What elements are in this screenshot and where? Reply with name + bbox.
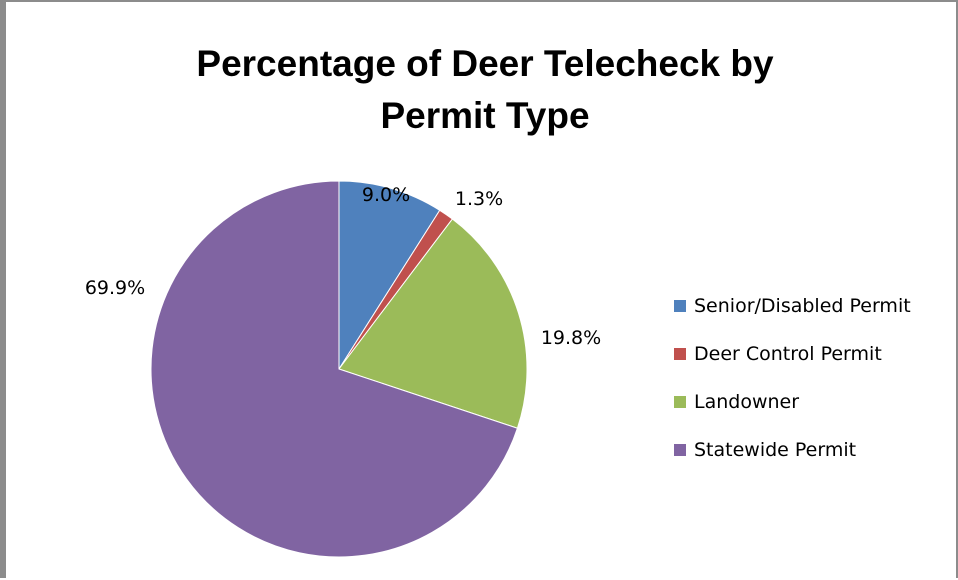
legend-swatch [674, 444, 686, 456]
data-label: 9.0% [361, 184, 411, 206]
pie-slice-senior-disabled-permit [338, 180, 441, 371]
legend-swatch [674, 300, 686, 312]
pie-slice-statewide-permit [150, 180, 519, 558]
legend-item: Deer Control Permit [674, 330, 911, 378]
legend-label: Senior/Disabled Permit [694, 295, 911, 317]
chart-title: Percentage of Deer Telecheck by Permit T… [196, 43, 774, 136]
data-label: 1.3% [454, 188, 504, 210]
legend: Senior/Disabled Permit Deer Control Permi… [674, 282, 911, 474]
legend-item: Senior/Disabled Permit [674, 282, 911, 330]
legend-label: Landowner [694, 391, 800, 413]
legend-label: Statewide Permit [694, 439, 857, 461]
legend-label: Deer Control Permit [694, 343, 882, 365]
data-label: 19.8% [540, 327, 602, 349]
pie-chart [150, 180, 528, 558]
legend-item: Statewide Permit [674, 426, 911, 474]
pie-slice-landowner [338, 218, 528, 429]
legend-item: Landowner [674, 378, 911, 426]
legend-swatch [674, 348, 686, 360]
legend-swatch [674, 396, 686, 408]
data-label: 69.9% [84, 277, 146, 299]
